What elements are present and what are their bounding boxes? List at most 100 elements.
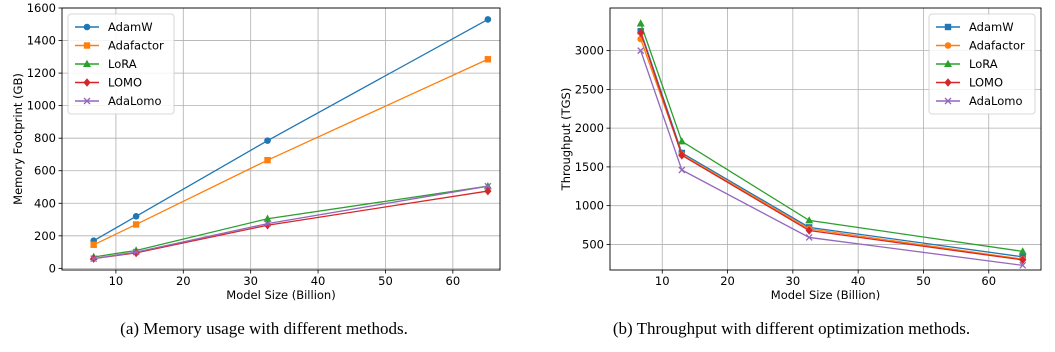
legend-item: AdamW [75,20,153,34]
data-point [90,255,98,263]
legend-item: Adafactor [75,39,164,53]
series-adalomo [90,182,492,263]
throughput-chart: 10 20 30 40 50 60 500 1000 1500 2000 2500 3000 Model… [559,7,1042,302]
legend-swatch-marker [944,23,952,31]
x-tick-label: 50 [378,274,393,288]
data-point-stroke [1019,261,1027,269]
legend: AdamW Adafactor LoRA LOMO AdaLomo [928,13,1036,115]
caption-a: (a) Memory usage with different methods. [120,319,408,338]
data-point [264,137,271,144]
legend: AdamW Adafactor LoRA LOMO AdaLomo [67,13,175,115]
data-point [484,186,492,196]
x-axis-label: Model Size (Billion) [771,288,880,302]
y-tick-label: 2000 [575,121,604,135]
legend-label: LoRA [969,57,998,71]
x-tick-label: 50 [916,274,931,288]
y-tick-label: 1200 [27,66,56,80]
data-point-stroke [637,47,645,55]
data-point [90,241,97,248]
data-point [484,182,492,190]
data-point-stroke [90,255,98,263]
series-line [640,38,1023,260]
legend-item: AdamW [936,20,1014,34]
legend-swatch-marker [83,78,91,87]
data-point [1019,261,1027,269]
legend-item: AdaLomo [75,94,162,108]
series-line [93,58,489,246]
data-point-stroke [484,182,492,190]
series-adafactor [90,56,492,248]
legend-item: LoRA [75,57,137,71]
series-adalomo [637,47,1027,269]
x-tick-label: 30 [243,274,258,288]
x-tick-label: 60 [446,274,461,288]
legend-swatch-marker [944,59,952,67]
data-point [263,214,272,222]
legend-label: LOMO [108,76,142,90]
data-point-stroke [805,233,813,241]
legend-item: Adafactor [936,39,1025,53]
plot-frame [609,7,1042,271]
legend-swatch-marker [944,42,952,49]
data-point [132,212,140,220]
y-tick-label: 400 [34,196,56,210]
legend-swatch-marker [944,78,952,87]
data-point [484,16,492,23]
y-axis-label: Throughput (TGS) [559,88,573,192]
x-tick-label: 10 [109,274,124,288]
legend-label: LoRA [108,57,137,71]
legend-label: AdamW [969,20,1014,34]
legend-swatch-marker [83,59,91,67]
y-tick-label: 1500 [575,160,604,174]
series-line [93,18,489,242]
data-point [678,166,686,174]
x-tick-label: 40 [851,274,866,288]
x-tick-label: 20 [176,274,191,288]
legend-box [67,13,175,115]
data-point-stroke [132,248,140,256]
data-point [264,156,271,164]
x-tick-label: 40 [311,274,326,288]
y-tick-label: 600 [34,164,56,178]
legend-swatch-marker-stroke [83,97,91,105]
legend-label: AdamW [108,20,153,34]
y-tick-label: 800 [34,131,56,145]
legend-swatch-marker [83,42,91,49]
data-point [636,19,645,27]
legend-swatch-marker [83,23,91,31]
series-line [93,185,488,258]
series-line [640,23,1023,253]
y-tick-label: 1400 [27,34,56,48]
legend-swatch-marker-stroke [944,97,952,105]
data-point-stroke [264,220,271,228]
y-axis-label: Memory Footprint (GB) [11,73,25,205]
memory-chart-panel: 10 20 30 40 50 60 0 200 400 600 800 1000 1200 1400 160… [11,1,501,338]
memory-chart: 10 20 30 40 50 600200400600800100012001400160… [11,1,501,302]
throughput-chart-panel: 10 20 30 40 50 60 500 1000 1500 2000 2500 3000 Model… [528,0,1055,352]
y-tick-label: 1000 [575,199,604,213]
x-tick-label: 10 [655,274,670,288]
y-tick-label: 1600 [27,1,56,15]
series-line [640,50,1023,266]
data-point [264,220,271,228]
y-tick-label: 1000 [27,99,56,113]
legend-item: LOMO [936,76,1003,90]
data-point [805,216,814,224]
x-tick-label: 20 [720,274,735,288]
legend-label: AdaLomo [108,94,162,108]
y-tick-label: 0 [49,261,56,275]
caption-b: (b) Throughput with different optimizati… [612,319,971,338]
data-point [805,226,813,235]
legend-item: LOMO [75,76,142,90]
data-point [484,56,492,63]
series-lomo [90,186,492,263]
y-tick-label: 200 [34,229,56,243]
legend-label: Adafactor [969,39,1025,53]
data-point-stroke [678,166,686,174]
series-line [93,185,488,260]
legend-swatch-marker [944,97,952,105]
x-tick-label: 60 [981,274,996,288]
y-tick-label: 2500 [575,82,604,96]
data-point [1018,247,1027,255]
series-line [640,32,1023,261]
